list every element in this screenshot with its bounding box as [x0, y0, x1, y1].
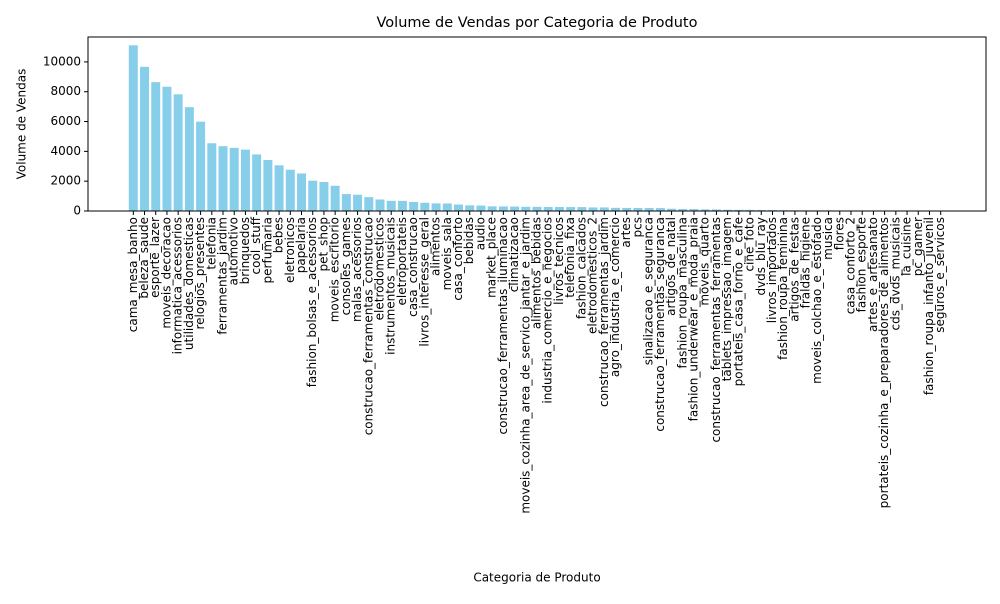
bar [443, 204, 452, 211]
bar [185, 107, 194, 211]
bar [454, 205, 463, 211]
bar [521, 207, 530, 211]
bar [544, 207, 553, 211]
bar [420, 203, 429, 211]
y-tick-label: 4000 [50, 144, 81, 158]
bar [230, 148, 239, 211]
y-tick-label: 6000 [50, 114, 81, 128]
bar [409, 202, 418, 211]
bar [476, 206, 485, 211]
bar [129, 45, 138, 211]
bar [275, 165, 284, 211]
bar [398, 201, 407, 211]
bar [162, 87, 171, 211]
bar [196, 122, 205, 211]
bar [555, 207, 564, 211]
bar [151, 82, 160, 211]
bar [566, 207, 575, 211]
bar [600, 207, 609, 211]
bar [263, 160, 272, 211]
bar [219, 146, 228, 211]
bar [465, 205, 474, 211]
chart-title: Volume de Vendas por Categoria de Produt… [377, 15, 698, 31]
bar [533, 207, 542, 211]
bar [510, 207, 519, 211]
bar [499, 206, 508, 211]
x-tick-label: seguros_e_servicos [933, 217, 947, 333]
bar [342, 194, 351, 211]
bar [432, 203, 441, 211]
y-tick-label: 10000 [43, 54, 81, 68]
bar [376, 200, 385, 211]
bar [252, 154, 261, 211]
y-tick-label: 2000 [50, 174, 81, 188]
bar [353, 195, 362, 211]
bar [589, 207, 598, 211]
bar [207, 143, 216, 211]
bar [364, 197, 373, 211]
bar [297, 173, 306, 211]
bar [331, 186, 340, 211]
y-tick-label: 0 [73, 204, 81, 218]
y-axis-label: Volume de Vendas [15, 69, 29, 180]
bar [174, 94, 183, 211]
bar [308, 181, 317, 211]
bar [577, 207, 586, 211]
bar [319, 182, 328, 211]
bar [387, 201, 396, 211]
x-axis-label: Categoria de Produto [473, 571, 600, 585]
bar [241, 150, 250, 211]
bar [140, 67, 149, 211]
bar [286, 170, 295, 211]
y-tick-label: 8000 [50, 84, 81, 98]
bar [488, 206, 497, 211]
